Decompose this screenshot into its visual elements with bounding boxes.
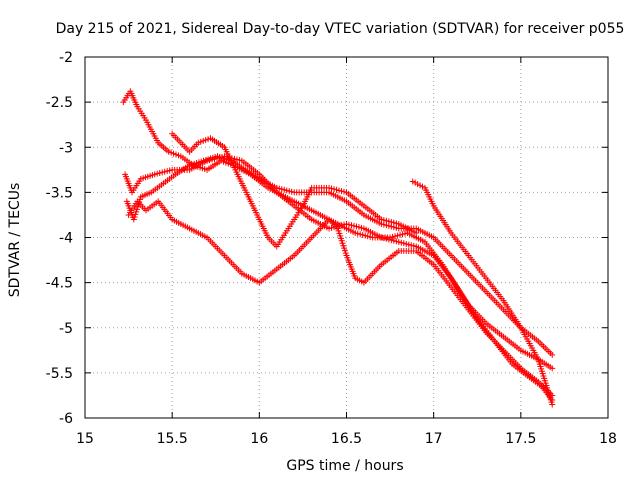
data-series xyxy=(122,153,556,372)
chart-title: Day 215 of 2021, Sidereal Day-to-day VTE… xyxy=(56,21,625,37)
data-series xyxy=(120,88,556,403)
y-tick-label: -5 xyxy=(59,321,73,337)
grid-lines xyxy=(85,57,608,418)
x-tick-label: 16.5 xyxy=(331,431,362,447)
data-series xyxy=(125,198,556,399)
data-point xyxy=(549,351,556,358)
x-axis-label: GPS time / hours xyxy=(286,458,403,474)
y-tick-label: -3.5 xyxy=(46,185,73,201)
data-point xyxy=(133,208,140,215)
data-point xyxy=(549,401,556,408)
y-tick-label: -4.5 xyxy=(46,276,73,292)
data-point xyxy=(130,216,137,223)
x-tick-label: 16 xyxy=(250,431,268,447)
data-series xyxy=(123,153,556,358)
x-tick-label: 17.5 xyxy=(505,431,536,447)
data-series xyxy=(409,178,556,408)
y-tick-label: -2 xyxy=(59,50,73,66)
x-tick-label: 15 xyxy=(76,431,94,447)
data-point xyxy=(133,206,140,213)
y-axis-label: SDTVAR / TECUs xyxy=(7,183,23,298)
axis-ticks: 15 15.5 16 16.5 17 17.5 18 -2 -2.5 -3 -3.5 -4 -4.5 -5… xyxy=(46,50,617,447)
y-tick-label: -5.5 xyxy=(46,366,73,382)
y-tick-label: -6 xyxy=(59,411,73,427)
y-tick-label: -2.5 xyxy=(46,95,73,111)
y-tick-label: -3 xyxy=(59,140,73,156)
data-series xyxy=(169,130,420,250)
y-tick-label: -4 xyxy=(59,231,73,247)
data-point xyxy=(131,213,138,220)
plot-frame xyxy=(84,56,609,419)
data-points xyxy=(120,88,556,408)
x-tick-label: 18 xyxy=(599,431,617,447)
x-tick-label: 15.5 xyxy=(157,431,188,447)
data-point xyxy=(132,211,139,218)
x-tick-label: 17 xyxy=(425,431,443,447)
data-point xyxy=(549,365,556,372)
data-point xyxy=(413,229,420,236)
